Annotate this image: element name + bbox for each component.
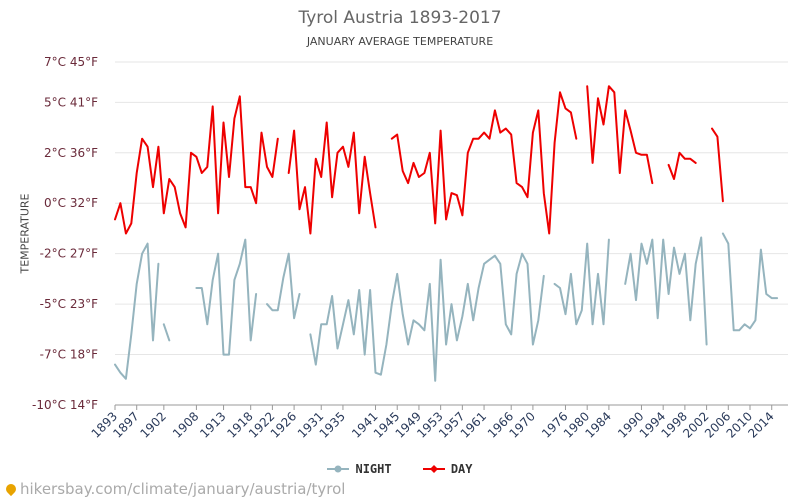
x-tick-label: 1902 bbox=[137, 409, 168, 440]
y-tick-label: 5°C 41°F bbox=[44, 95, 98, 109]
y-tick-label: -7°C 18°F bbox=[40, 348, 98, 362]
grid-lines bbox=[115, 61, 788, 406]
x-tick-label: 1913 bbox=[197, 409, 228, 440]
x-tick-label: 2014 bbox=[745, 409, 776, 440]
legend-item-day[interactable]: DAY bbox=[422, 462, 473, 476]
y-tick-label: 7°C 45°F bbox=[44, 55, 98, 69]
series-line-day bbox=[114, 85, 724, 235]
map-pin-icon bbox=[3, 481, 19, 497]
temperature-chart: 7°C 45°F 5°C 41°F 2°C 36°F 0°C 32°F -2°C 27°… bbox=[32, 55, 788, 441]
x-tick-label: 1970 bbox=[507, 409, 538, 440]
legend: NIGHT DAY bbox=[0, 462, 800, 477]
x-tick-label: 1961 bbox=[458, 409, 489, 440]
x-tick-label: 1897 bbox=[110, 409, 141, 440]
x-tick-label: 1935 bbox=[317, 409, 348, 440]
source-link-text: hikersbay.com/climate/january/austria/ty… bbox=[20, 480, 346, 498]
chart-title: Tyrol Austria 1893-2017 bbox=[298, 8, 502, 28]
y-tick-label: -5°C 23°F bbox=[40, 297, 98, 311]
y-axis-ticks: 7°C 45°F 5°C 41°F 2°C 36°F 0°C 32°F -2°C 27°… bbox=[32, 55, 98, 412]
legend-night-label: NIGHT bbox=[355, 462, 392, 476]
y-tick-label: 0°C 32°F bbox=[44, 196, 98, 210]
y-tick-label: 2°C 36°F bbox=[44, 146, 98, 160]
source-link[interactable]: hikersbay.com/climate/january/austria/ty… bbox=[3, 480, 346, 498]
y-tick-label: -10°C 14°F bbox=[32, 398, 98, 412]
x-tick-label: 1984 bbox=[583, 409, 614, 440]
chart-subtitle: JANUARY AVERAGE TEMPERATURE bbox=[306, 35, 494, 48]
x-tick-label: 1908 bbox=[170, 409, 201, 440]
series-lines bbox=[114, 85, 779, 382]
series-line-night bbox=[114, 232, 779, 382]
legend-day-label: DAY bbox=[450, 462, 473, 476]
y-tick-label: -2°C 27°F bbox=[40, 247, 98, 261]
legend-day-marker bbox=[422, 465, 445, 473]
x-tick-label: 1926 bbox=[268, 409, 299, 440]
legend-item-night[interactable]: NIGHT bbox=[327, 462, 392, 476]
legend-night-marker bbox=[327, 465, 350, 473]
